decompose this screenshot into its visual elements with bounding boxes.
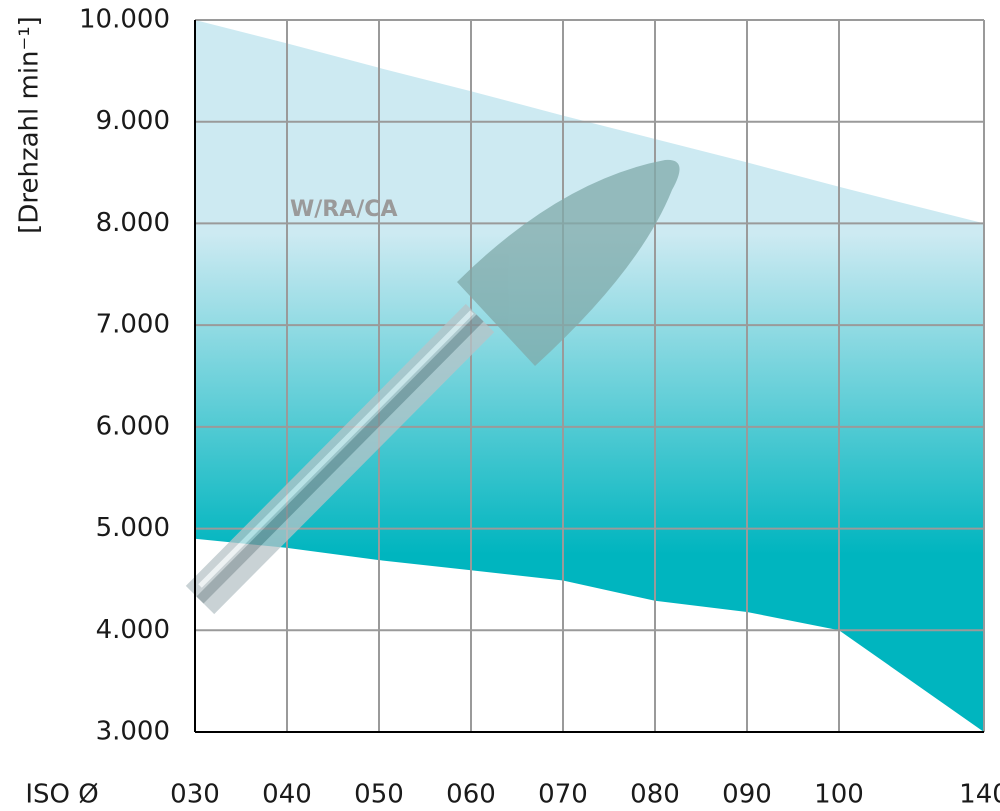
y-axis-label: [Drehzahl min⁻¹]	[15, 16, 45, 234]
x-tick-label: 030	[170, 780, 220, 810]
y-tick-label: 5.000	[96, 513, 170, 543]
x-tick-label: 070	[538, 780, 588, 810]
x-tick-label: 140	[959, 780, 1000, 810]
speed-band	[195, 20, 984, 732]
x-tick-label: 060	[446, 780, 496, 810]
y-tick-label: 10.000	[79, 5, 170, 35]
x-axis-label: ISO Ø	[25, 780, 98, 810]
y-tick-label: 8.000	[96, 208, 170, 238]
annotation: W/RA/CA	[290, 197, 397, 222]
y-tick-label: 6.000	[96, 411, 170, 441]
x-tick-label: 050	[354, 780, 404, 810]
y-tick-label: 4.000	[96, 615, 170, 645]
bur-illustration	[185, 159, 680, 615]
y-tick-label: 9.000	[96, 106, 170, 136]
x-tick-label: 080	[630, 780, 680, 810]
x-tick-label: 040	[262, 780, 312, 810]
y-tick-label: 7.000	[96, 310, 170, 340]
x-tick-label: 100	[814, 780, 864, 810]
x-tick-label: 090	[722, 780, 772, 810]
y-tick-label: 3.000	[96, 717, 170, 747]
